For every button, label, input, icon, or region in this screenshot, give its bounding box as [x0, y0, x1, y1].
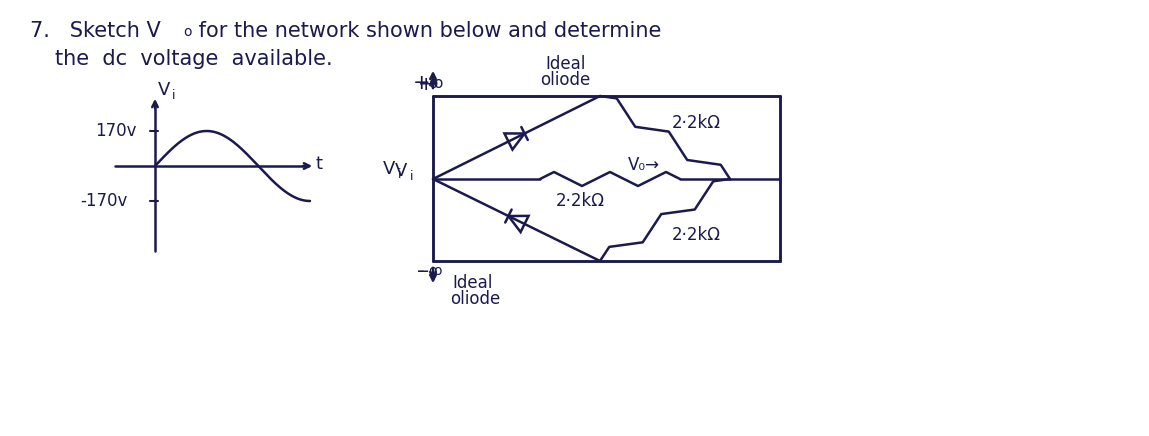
Text: V: V: [383, 160, 395, 178]
Text: +: +: [418, 75, 434, 93]
Text: o: o: [427, 75, 438, 91]
Text: V: V: [159, 81, 170, 99]
Text: o: o: [433, 264, 441, 278]
Text: o: o: [427, 264, 437, 278]
Text: the  dc  voltage  available.: the dc voltage available.: [55, 49, 332, 69]
Text: t: t: [316, 155, 323, 173]
Text: o: o: [433, 76, 442, 92]
Text: 170v: 170v: [95, 122, 137, 140]
Text: 2·2kΩ: 2·2kΩ: [672, 226, 722, 244]
Text: -: -: [422, 262, 429, 280]
Text: oliode: oliode: [540, 71, 591, 89]
Text: i: i: [172, 89, 176, 102]
Text: V₀→: V₀→: [629, 156, 660, 174]
Text: i: i: [410, 170, 414, 183]
Text: -170v: -170v: [80, 192, 128, 210]
Text: 7.   Sketch V: 7. Sketch V: [30, 21, 161, 41]
Text: Ideal: Ideal: [452, 274, 493, 292]
Text: +: +: [412, 73, 431, 93]
Text: -: -: [417, 261, 424, 281]
Text: o: o: [183, 25, 192, 39]
Text: Ideal: Ideal: [545, 55, 585, 73]
Text: 2·2kΩ: 2·2kΩ: [555, 192, 604, 210]
Text: 2·2kΩ: 2·2kΩ: [672, 114, 722, 132]
Text: i: i: [398, 167, 401, 181]
Text: V: V: [395, 162, 408, 180]
Text: oliode: oliode: [450, 290, 500, 308]
Text: for the network shown below and determine: for the network shown below and determin…: [192, 21, 662, 41]
